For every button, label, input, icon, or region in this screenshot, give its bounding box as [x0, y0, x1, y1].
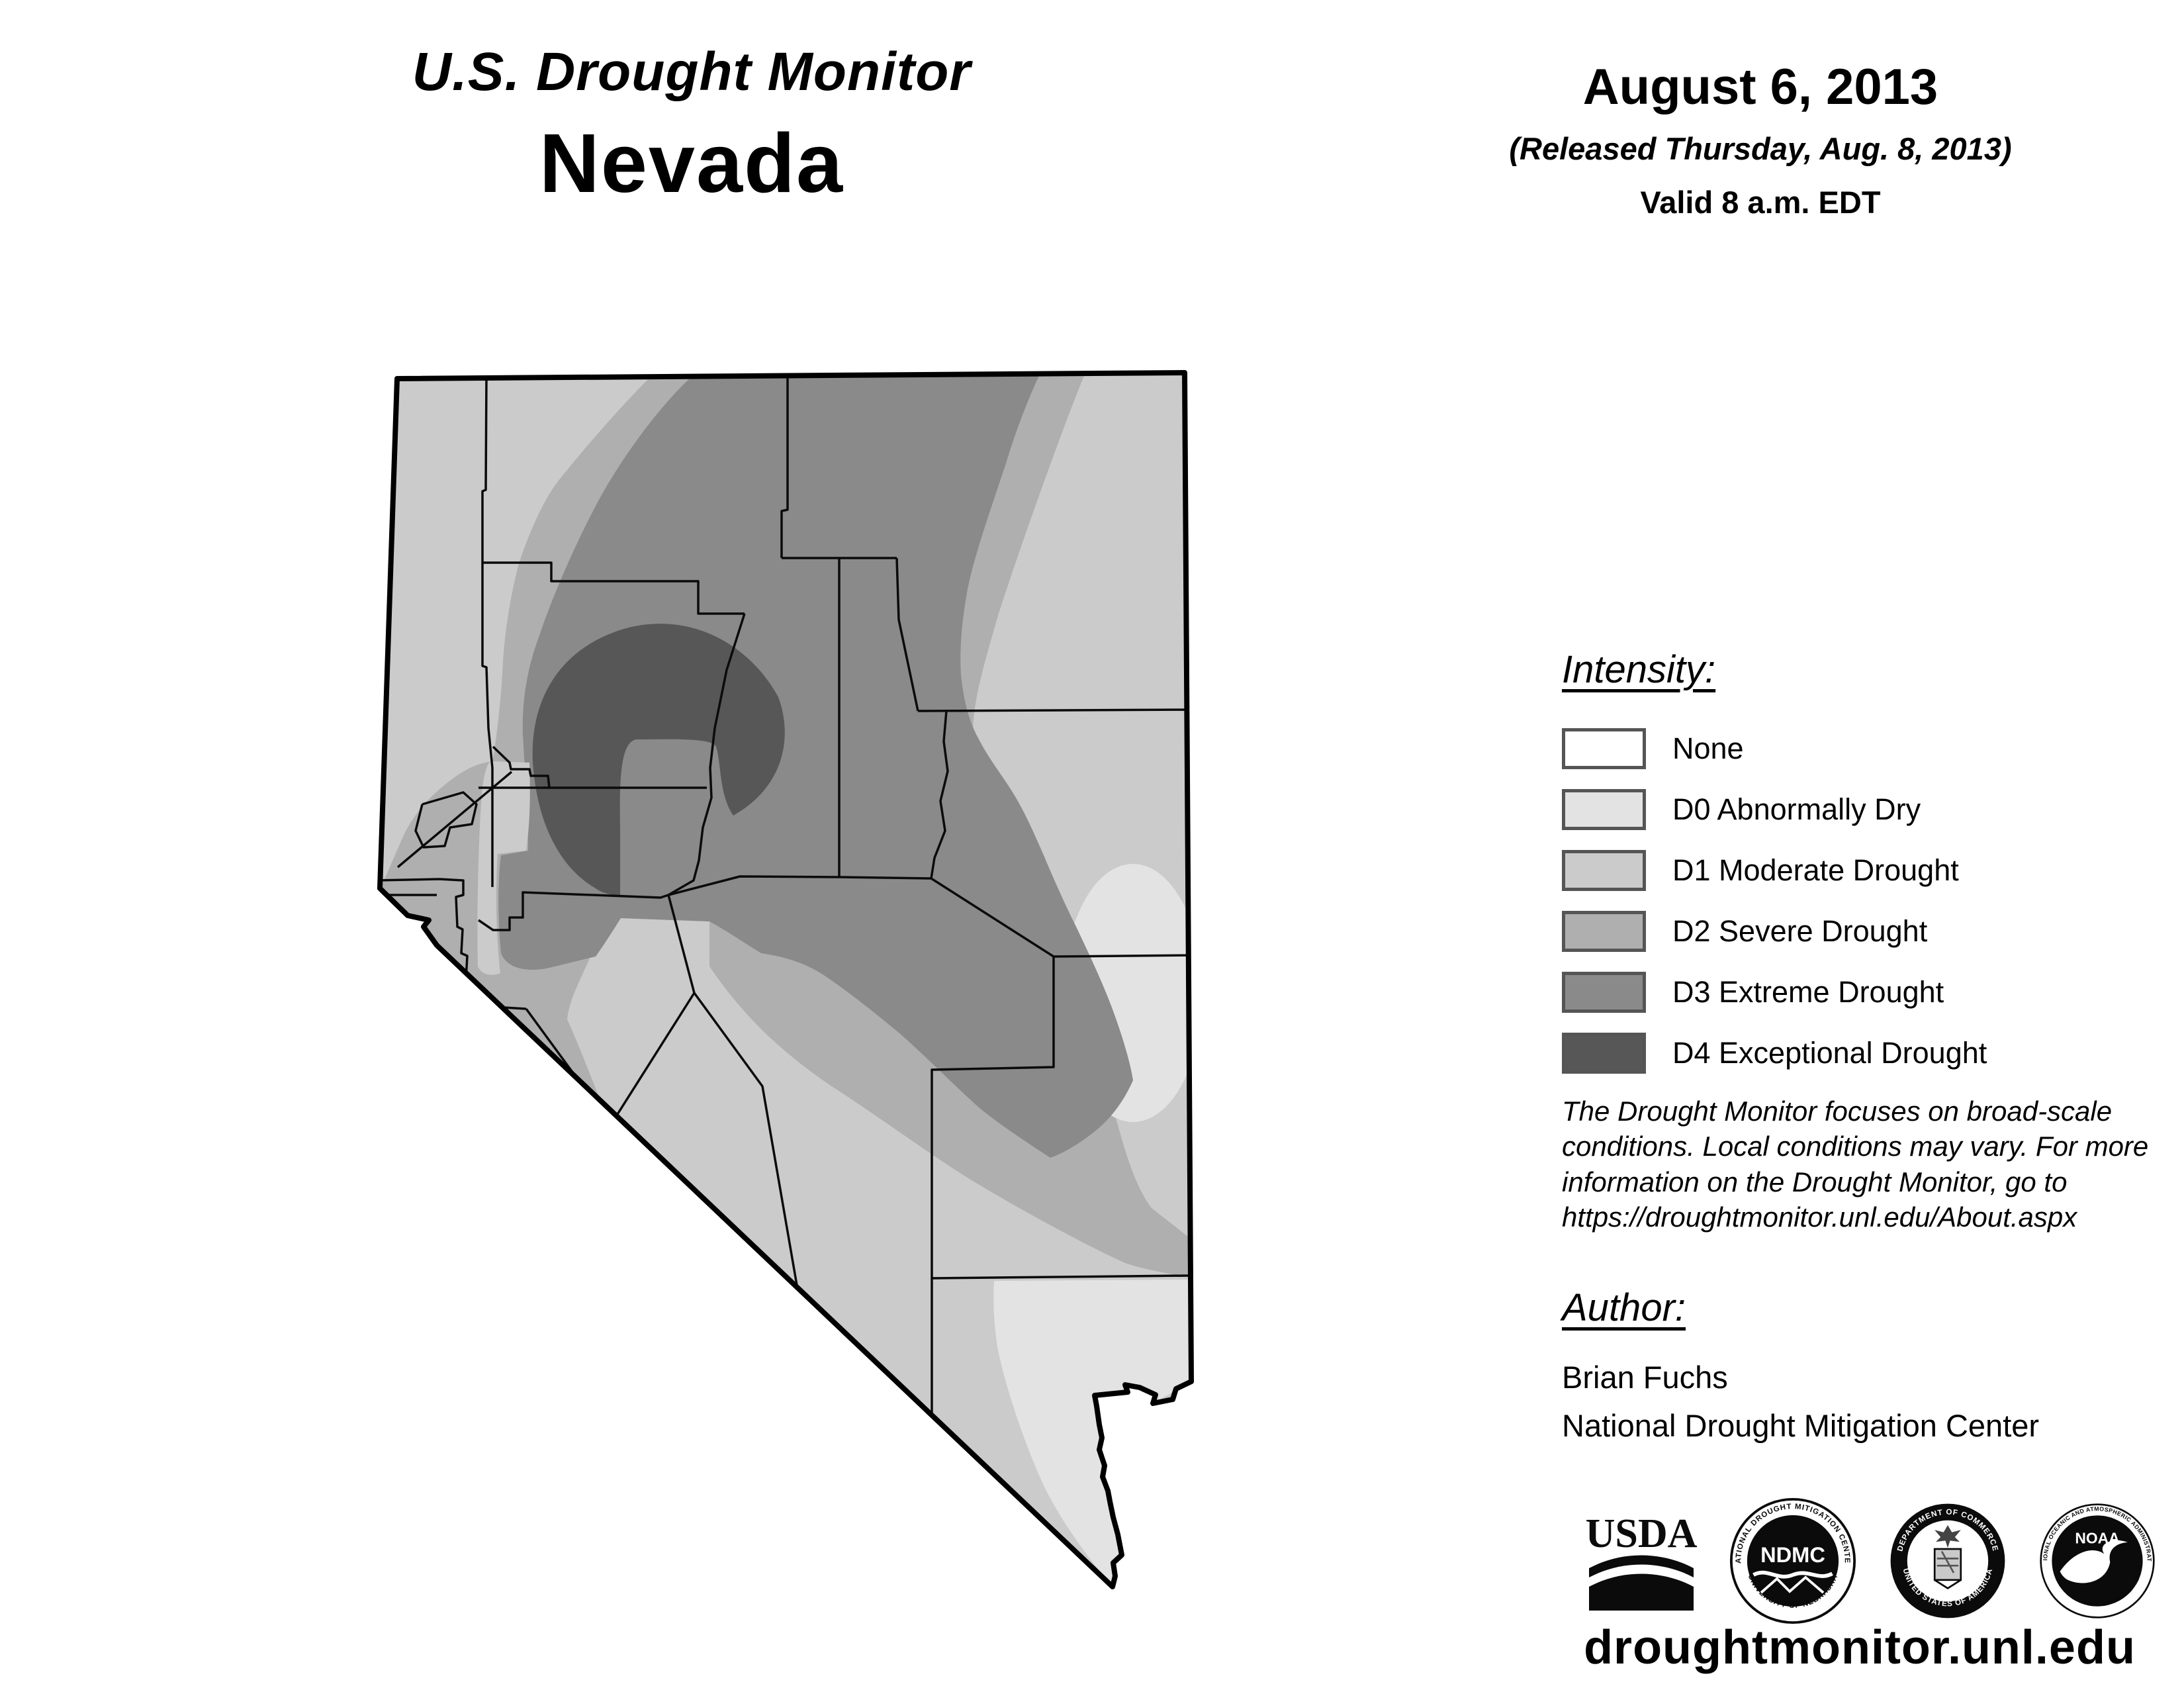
swatch-d2: [1562, 911, 1646, 952]
legend-rows: None D0 Abnormally Dry D1 Moderate Droug…: [1562, 718, 2131, 1084]
noaa-gull: [2060, 1540, 2128, 1583]
legend-heading: Intensity:: [1562, 648, 1716, 691]
commerce-seal-icon: DEPARTMENT OF COMMERCE UNITED STATES OF …: [1890, 1503, 2005, 1618]
date-block: August 6, 2013 (Released Thursday, Aug. …: [1423, 58, 2098, 220]
title-block: U.S. Drought Monitor Nevada: [265, 41, 1118, 211]
ndmc-wordmark: NDMC: [1760, 1542, 1825, 1566]
disclaimer-text: The Drought Monitor focuses on broad-sca…: [1562, 1096, 2149, 1233]
legend-label: D2 Severe Drought: [1672, 914, 1928, 948]
swatch-d0: [1562, 789, 1646, 830]
noaa-logo-icon: NATIONAL OCEANIC AND ATMOSPHERIC ADMINIS…: [2039, 1503, 2155, 1618]
author-heading: Author:: [1562, 1286, 1686, 1329]
map-region-d0-south: [993, 1280, 1191, 1587]
agency-logos: USDA NATIONAL DROUGHT MITIGATION CENTER …: [1585, 1493, 2161, 1628]
legend-item-d0: D0 Abnormally Dry: [1562, 779, 2131, 840]
swatch-d3: [1562, 972, 1646, 1013]
legend-label: D1 Moderate Drought: [1672, 853, 1959, 887]
doc-eagle: [1934, 1524, 1961, 1548]
author-block: Author: Brian Fuchs National Drought Mit…: [1562, 1286, 2158, 1444]
legend-label: D4 Exceptional Drought: [1672, 1036, 1987, 1070]
state-border: [377, 370, 1194, 1589]
map-region-d3: [498, 376, 1133, 1158]
valid-time: Valid 8 a.m. EDT: [1640, 185, 1881, 220]
nevada-drought-map: [377, 370, 1194, 1589]
page-title: U.S. Drought Monitor: [412, 42, 972, 102]
swatch-d4: [1562, 1033, 1646, 1074]
author-name: Brian Fuchs: [1562, 1360, 1728, 1395]
usda-wordmark: USDA: [1586, 1511, 1698, 1556]
usda-logo-icon: USDA: [1586, 1511, 1698, 1611]
legend-item-d2: D2 Severe Drought: [1562, 901, 2131, 962]
site-url: droughtmonitor.unl.edu: [1584, 1621, 2136, 1674]
released-date: (Released Thursday, Aug. 8, 2013): [1509, 131, 2012, 166]
legend-label: D3 Extreme Drought: [1672, 975, 1944, 1009]
intensity-legend: Intensity: None D0 Abnormally Dry D1 Mod…: [1562, 647, 2131, 1084]
legend-item-none: None: [1562, 718, 2131, 779]
swatch-d1: [1562, 850, 1646, 891]
county-borders: [380, 375, 1191, 1434]
swatch-none: [1562, 728, 1646, 769]
map-region-d1-tongue: [477, 761, 530, 975]
map-date: August 6, 2013: [1582, 59, 1938, 115]
legend-item-d1: D1 Moderate Drought: [1562, 840, 2131, 901]
legend-item-d3: D3 Extreme Drought: [1562, 962, 2131, 1023]
legend-label: D0 Abnormally Dry: [1672, 792, 1921, 826]
legend-item-d4: D4 Exceptional Drought: [1562, 1023, 2131, 1084]
region-title: Nevada: [539, 117, 844, 210]
legend-label: None: [1672, 731, 1744, 765]
author-org: National Drought Mitigation Center: [1562, 1408, 2040, 1443]
ndmc-logo-icon: NATIONAL DROUGHT MITIGATION CENTER UNIVE…: [1729, 1497, 1856, 1624]
